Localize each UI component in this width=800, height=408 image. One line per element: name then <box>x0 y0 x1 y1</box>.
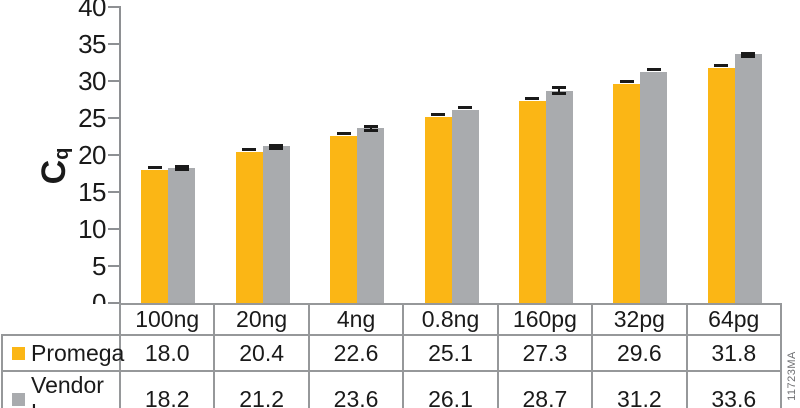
y-axis-tick-5 <box>108 265 119 267</box>
error-bar-stem <box>558 89 561 93</box>
value-cell-promega-64pg: 31.8 <box>685 334 783 372</box>
bar-vendor-l-20ng <box>262 146 290 303</box>
value-cell-vendor-l-20ng: 21.2 <box>213 370 310 408</box>
value-cell-vendor-l-160pg: 28.7 <box>496 370 594 408</box>
y-axis-tick-0 <box>108 302 119 304</box>
bar-promega-100ng <box>141 169 169 303</box>
category-header-0.8ng: 0.8ng <box>402 303 499 336</box>
bar-promega-32pg <box>613 83 641 303</box>
bar-vendor-l-32pg <box>640 72 668 303</box>
legend-swatch-icon <box>12 346 25 360</box>
bar-vendor-l-0.8ng <box>451 109 479 303</box>
error-bar-vendor-l-4ng <box>363 124 378 133</box>
error-cap-promega-20ng <box>242 148 257 152</box>
y-axis-tick-label-40: 40 <box>78 0 106 22</box>
value-cell-promega-20ng: 20.4 <box>213 334 310 372</box>
bar-promega-160pg <box>518 100 546 303</box>
y-axis-tick-label-30: 30 <box>78 66 106 96</box>
error-cap-promega-32pg <box>619 79 634 83</box>
error-bar-vendor-l-64pg <box>741 51 756 58</box>
value-cell-promega-0.8ng: 25.1 <box>402 334 499 372</box>
error-cap-promega-160pg <box>525 96 540 100</box>
y-axis-tick-15 <box>108 191 119 193</box>
table-blank-corner-cell <box>2 304 120 335</box>
error-bar-vendor-l-100ng <box>174 165 189 172</box>
y-axis-tick-label-5: 5 <box>92 251 106 281</box>
data-table: 100ng 20ng 4ng 0.8ng 160pg 32pg 64pg Promega 18.… <box>1 303 783 408</box>
y-axis-tick-10 <box>108 228 119 230</box>
bar-promega-64pg <box>707 67 735 303</box>
error-bar-vendor-l-160pg <box>552 86 567 96</box>
error-cap-promega-64pg <box>714 63 729 67</box>
y-axis-tick-label-10: 10 <box>78 214 106 244</box>
y-axis-tick-label-25: 25 <box>78 103 106 133</box>
error-cap-vendor-l-32pg <box>646 68 661 72</box>
table-row-vendor-l: Vendor L 18.221.223.626.128.731.233.6 <box>1 370 783 408</box>
bar-vendor-l-100ng <box>168 168 196 303</box>
category-header-64pg: 64pg <box>685 303 783 336</box>
bar-vendor-l-4ng <box>357 128 385 303</box>
error-cap-promega-4ng <box>336 131 351 135</box>
y-axis-tick-30 <box>108 80 119 82</box>
y-axis-tick-25 <box>108 117 119 119</box>
value-cell-vendor-l-4ng: 23.6 <box>307 370 405 408</box>
y-axis-tick-40 <box>108 6 119 8</box>
error-cap-promega-0.8ng <box>431 113 445 117</box>
figure-id-vertical-text: 11723MA <box>786 351 798 401</box>
table-row-promega: Promega 18.0 20.4 22.6 25.1 27.3 29.6 31.8 <box>1 334 783 372</box>
category-header-4ng: 4ng <box>307 303 405 336</box>
y-axis-tick-label-35: 35 <box>78 29 106 59</box>
y-axis-tick-label-15: 15 <box>78 177 106 207</box>
category-header-160pg: 160pg <box>496 303 594 336</box>
error-cap-promega-100ng <box>147 165 162 169</box>
category-header-100ng: 100ng <box>118 303 216 336</box>
error-cap-vendor-l-0.8ng <box>458 105 472 109</box>
bar-promega-4ng <box>330 135 358 303</box>
category-header-32pg: 32pg <box>591 303 688 336</box>
legend-cell-vendor-l: Vendor L <box>1 370 121 408</box>
value-cell-vendor-l-0.8ng: 26.1 <box>402 370 499 408</box>
value-cell-promega-160pg: 27.3 <box>496 334 594 372</box>
value-cell-promega-4ng: 22.6 <box>307 334 405 372</box>
y-axis-tick-35 <box>108 43 119 45</box>
table-category-row: 100ng 20ng 4ng 0.8ng 160pg 32pg 64pg <box>2 303 783 336</box>
bar-vendor-l-64pg <box>734 54 762 303</box>
value-cell-vendor-l-32pg: 31.2 <box>591 370 688 408</box>
y-axis-line <box>119 6 121 303</box>
legend-cell-promega: Promega <box>1 334 124 372</box>
value-cell-promega-100ng: 18.0 <box>118 334 216 372</box>
error-bar-vendor-l-20ng <box>269 143 284 150</box>
bar-vendor-l-160pg <box>545 90 573 303</box>
legend-label: Vendor L <box>31 372 104 408</box>
legend-swatch-icon <box>12 392 25 406</box>
bar-promega-0.8ng <box>424 117 452 303</box>
value-cell-vendor-l-100ng: 18.2 <box>118 370 216 408</box>
value-cell-vendor-l-64pg: 33.6 <box>685 370 783 408</box>
value-cell-promega-32pg: 29.6 <box>591 334 688 372</box>
bar-promega-20ng <box>235 152 263 303</box>
legend-label: Promega <box>31 339 125 366</box>
y-axis-tick-20 <box>108 154 119 156</box>
error-bar-stem <box>369 127 372 130</box>
category-header-20ng: 20ng <box>213 303 310 336</box>
y-axis-tick-label-20: 20 <box>78 140 106 170</box>
